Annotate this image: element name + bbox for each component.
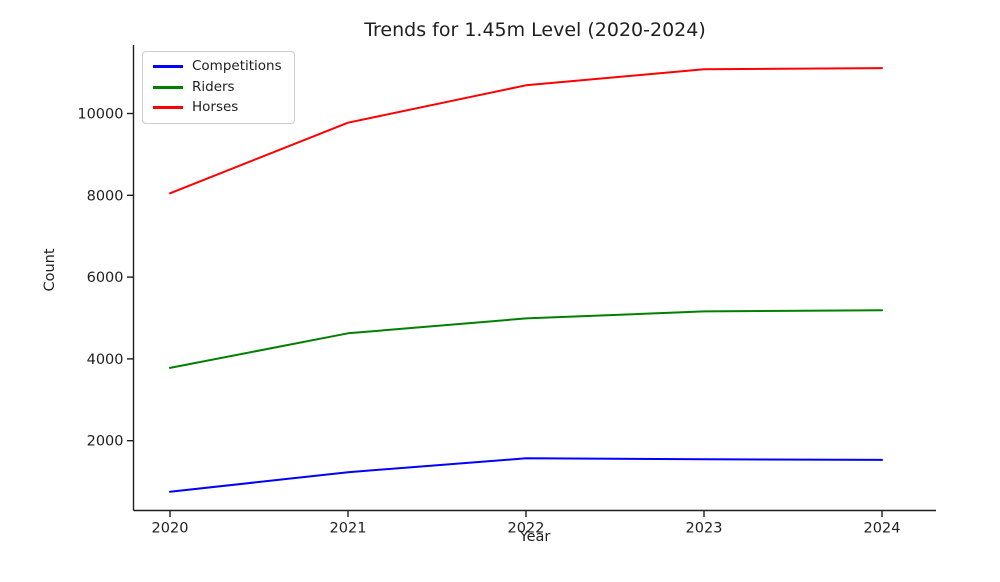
series-line-horses	[169, 67, 883, 195]
legend-swatch-riders	[153, 85, 183, 89]
legend-label: Competitions	[192, 58, 282, 74]
y-tick-label: 2000	[87, 434, 124, 450]
chart-title: Trends for 1.45m Level (2020-2024)	[364, 19, 706, 41]
legend-item-competitions: Competitions	[153, 58, 282, 74]
x-axis-label: Year	[519, 529, 551, 545]
legend: Competitions Riders Horses	[142, 51, 295, 124]
y-tick-label: 8000	[87, 188, 124, 204]
x-tick-label: 2020	[152, 521, 189, 537]
legend-label: Horses	[192, 99, 239, 115]
y-tick-label: 6000	[87, 270, 124, 286]
legend-item-horses: Horses	[153, 99, 282, 115]
y-tick-label: 4000	[87, 352, 124, 368]
series-line-competitions	[169, 457, 883, 493]
legend-swatch-competitions	[153, 65, 183, 69]
x-tick-label: 2024	[864, 521, 901, 537]
x-tick-label: 2021	[330, 521, 367, 537]
legend-item-riders: Riders	[153, 78, 282, 95]
y-axis-label: Count	[42, 248, 58, 292]
legend-label: Riders	[192, 78, 235, 95]
y-tick-label: 10000	[77, 107, 123, 123]
x-tick-label: 2023	[686, 521, 723, 537]
x-tick-label: 2022	[508, 521, 545, 537]
series-line-riders	[169, 309, 883, 369]
legend-swatch-horses	[153, 106, 183, 110]
